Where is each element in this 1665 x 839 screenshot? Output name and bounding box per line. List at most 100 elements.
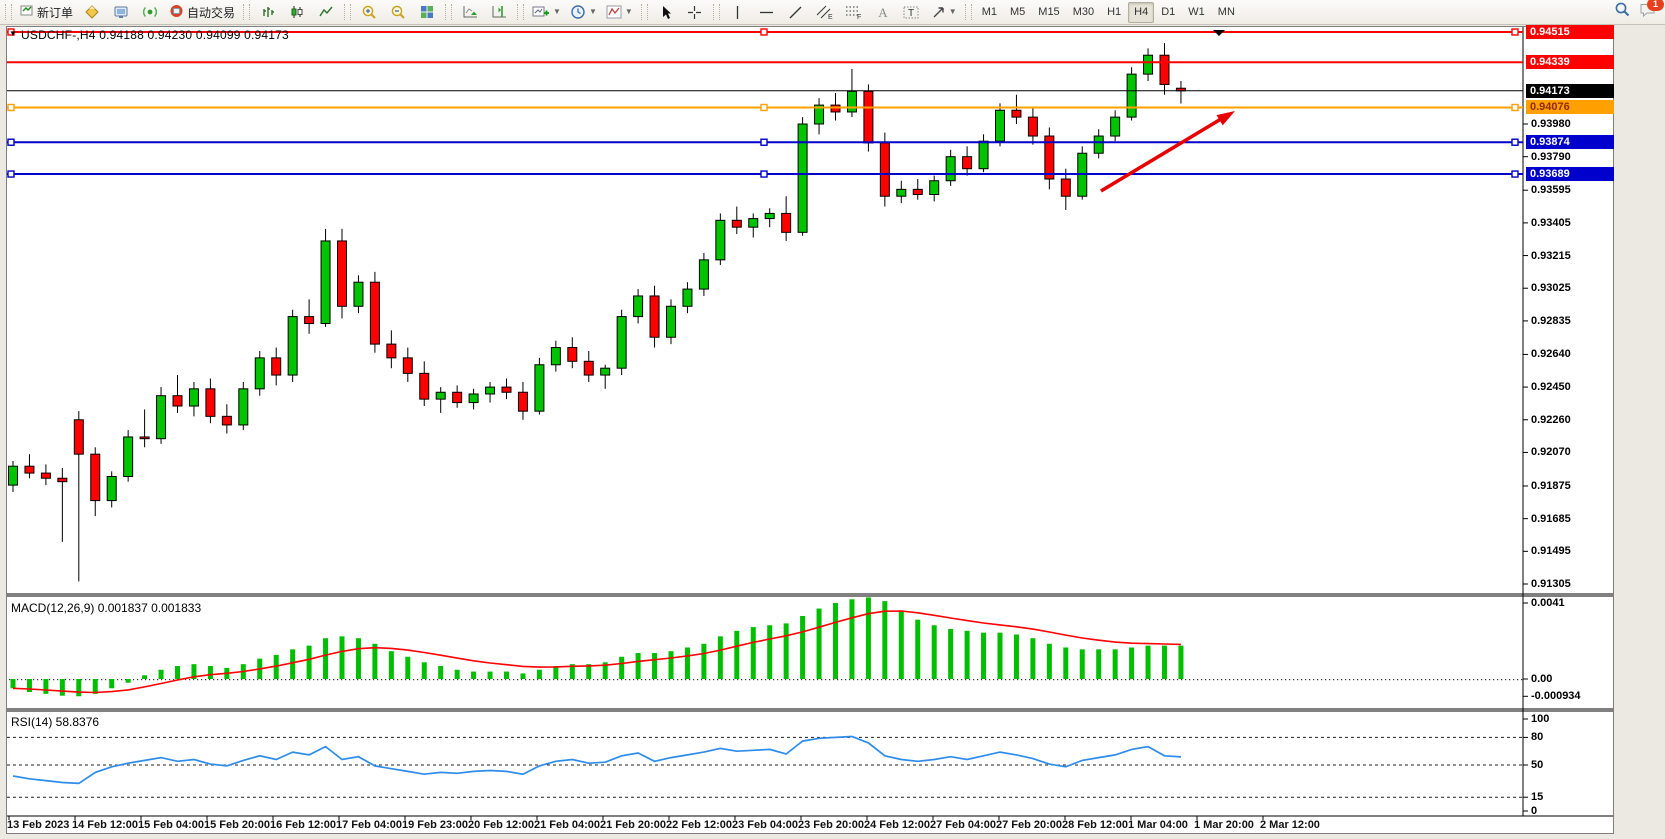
chart-canvas[interactable] bbox=[7, 27, 1613, 833]
bar-chart-icon-button[interactable] bbox=[254, 1, 282, 23]
timeframe-button-m1[interactable]: M1 bbox=[981, 6, 997, 18]
chart-window[interactable]: ▼ USDCHF-,H4 0.94188 0.94230 0.94099 0.9… bbox=[6, 25, 1614, 834]
level-line-0.94515[interactable] bbox=[7, 28, 1523, 36]
zoom-out-icon bbox=[391, 5, 405, 19]
level-line-0.93874[interactable] bbox=[7, 138, 1523, 146]
zoom-out-button[interactable] bbox=[384, 1, 412, 23]
price-tick-label: 0.93215 bbox=[1531, 249, 1571, 262]
cursor-tool-button[interactable] bbox=[652, 1, 680, 23]
vertical-line-tool[interactable] bbox=[724, 1, 752, 23]
equidistant-channel-tool[interactable]: E bbox=[811, 1, 839, 23]
cursor-icon bbox=[662, 5, 671, 19]
date-tick-label: 16 Feb 12:00 bbox=[270, 819, 337, 831]
new-chart-icon bbox=[532, 6, 550, 17]
zoom-in-button[interactable] bbox=[355, 1, 383, 23]
toolbar-grip bbox=[445, 4, 453, 20]
chevron-down-icon: ▼ bbox=[948, 7, 957, 16]
timeframe-button-h1[interactable]: H1 bbox=[1107, 6, 1122, 18]
svg-text:E: E bbox=[828, 14, 833, 20]
level-price-badge: 0.94339 bbox=[1526, 55, 1614, 70]
price-tick-label: 0.92640 bbox=[1531, 348, 1571, 361]
date-tick-label: 27 Feb 20:00 bbox=[996, 819, 1063, 831]
price-tick-label: 0.91685 bbox=[1531, 512, 1571, 525]
timeframe-button-m30[interactable]: M30 bbox=[1072, 6, 1095, 18]
fibonacci-tool[interactable]: F bbox=[840, 1, 868, 23]
new-order-button[interactable]: 新订单 bbox=[16, 1, 77, 23]
timeframe-group: M1 M5 M15 M30 H1 H4 D1 W1 MN bbox=[976, 1, 1241, 23]
toolbar-grip bbox=[712, 4, 720, 20]
price-tick-label: 0.91875 bbox=[1531, 479, 1571, 492]
date-tick-label: 21 Feb 04:00 bbox=[534, 819, 601, 831]
macd-axis-label: 0.00 bbox=[1531, 673, 1553, 685]
timeframe-button-d1[interactable]: D1 bbox=[1161, 6, 1176, 18]
timeframe-button-m15[interactable]: M15 bbox=[1038, 6, 1060, 18]
svg-text:A: A bbox=[878, 5, 888, 20]
rsi-axis-label: 50 bbox=[1531, 759, 1544, 771]
level-price-badge: 0.94076 bbox=[1526, 100, 1614, 115]
price-tick-label: 0.91305 bbox=[1531, 578, 1571, 590]
date-tick-label: 23 Feb 04:00 bbox=[732, 819, 799, 831]
level-price-badge: 0.94515 bbox=[1526, 25, 1614, 39]
macd-axis-label: -0.000934 bbox=[1531, 690, 1581, 703]
horizontal-line-icon bbox=[760, 11, 774, 13]
search-button[interactable] bbox=[1614, 1, 1631, 23]
date-tick-label: 14 Feb 12:00 bbox=[72, 819, 139, 831]
toolbar-grip bbox=[517, 4, 525, 20]
vertical-line-icon bbox=[737, 5, 739, 19]
auto-trading-button[interactable]: 自动交易 bbox=[165, 1, 239, 23]
terminal-icon-button[interactable] bbox=[107, 1, 135, 23]
rsi-indicator-label: RSI(14) 58.8376 bbox=[11, 715, 100, 729]
zoom-in-icon bbox=[362, 5, 376, 19]
macd-indicator-label: MACD(12,26,9) 0.001837 0.001833 bbox=[11, 601, 202, 615]
macd-histogram bbox=[10, 597, 1184, 697]
chart-shift-icon bbox=[492, 6, 506, 18]
toolbar-grip bbox=[640, 4, 648, 20]
chart-shift-button[interactable] bbox=[485, 1, 513, 23]
notifications-button[interactable]: 1 bbox=[1639, 0, 1664, 23]
timeframe-button-h4[interactable]: H4 bbox=[1128, 1, 1155, 23]
toolbar-grip bbox=[243, 4, 251, 20]
rsi-axis-label: 15 bbox=[1531, 791, 1544, 804]
date-tick-label: 21 Feb 20:00 bbox=[600, 819, 667, 831]
search-icon bbox=[1615, 2, 1630, 17]
price-tick-label: 0.93025 bbox=[1531, 282, 1571, 295]
timeframe-button-mn[interactable]: MN bbox=[1217, 6, 1235, 18]
svg-text:T: T bbox=[908, 8, 914, 19]
chevron-down-icon: ▼ bbox=[553, 7, 561, 16]
level-line-0.93689[interactable] bbox=[7, 170, 1523, 178]
level-price-badge: 0.93689 bbox=[1526, 167, 1614, 182]
price-tick-label: 0.92450 bbox=[1531, 381, 1571, 394]
timeframe-button-w1[interactable]: W1 bbox=[1188, 6, 1205, 18]
periods-dropdown[interactable]: ▼ bbox=[566, 1, 601, 23]
candlestick-chart-icon bbox=[291, 6, 303, 18]
level-price-badge: 0.93874 bbox=[1526, 135, 1614, 150]
new-chart-dropdown[interactable]: ▼ bbox=[528, 1, 565, 23]
text-label-icon: T bbox=[903, 6, 919, 19]
arrows-dropdown[interactable]: ▼ bbox=[927, 1, 961, 23]
trendline-tool[interactable] bbox=[782, 1, 810, 23]
macd-axis-label: 0.0041 bbox=[1531, 597, 1565, 609]
candles bbox=[8, 43, 1186, 582]
text-tool[interactable]: A bbox=[869, 1, 897, 23]
line-chart-icon-button[interactable] bbox=[312, 1, 340, 23]
crosshair-tool-button[interactable] bbox=[681, 1, 709, 23]
trend-arrow-annotation[interactable] bbox=[1100, 111, 1235, 193]
level-line-0.94076[interactable] bbox=[7, 103, 1523, 112]
text-label-tool[interactable]: T bbox=[898, 1, 926, 23]
deposit-icon-button[interactable] bbox=[78, 1, 106, 23]
tile-windows-button[interactable] bbox=[413, 1, 441, 23]
candlestick-chart-icon-button[interactable] bbox=[283, 1, 311, 23]
signals-icon-button[interactable] bbox=[136, 1, 164, 23]
price-tick-label: 0.93595 bbox=[1531, 184, 1571, 197]
indicators-dropdown[interactable]: ▼ bbox=[602, 1, 637, 23]
chart-menu-caret-icon[interactable]: ▼ bbox=[9, 29, 17, 38]
date-tick-label: 15 Feb 20:00 bbox=[204, 819, 271, 831]
timeframe-button-m5[interactable]: M5 bbox=[1010, 6, 1026, 18]
equidistant-channel-icon: E bbox=[816, 5, 833, 20]
toolbar-grip bbox=[344, 4, 352, 20]
notification-count-badge: 1 bbox=[1647, 0, 1664, 11]
horizontal-line-tool[interactable] bbox=[753, 1, 781, 23]
date-tick-label: 1 Mar 04:00 bbox=[1128, 819, 1188, 831]
auto-scroll-button[interactable] bbox=[456, 1, 484, 23]
